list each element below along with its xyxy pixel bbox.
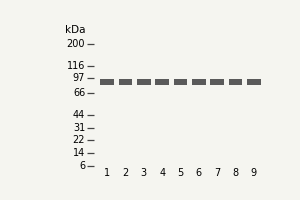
Text: 14: 14 <box>73 148 85 158</box>
Text: 97: 97 <box>73 73 85 83</box>
Text: 6: 6 <box>79 161 85 171</box>
Text: 31: 31 <box>73 123 85 133</box>
Text: 4: 4 <box>159 168 165 178</box>
Text: 3: 3 <box>141 168 147 178</box>
Bar <box>155 79 169 85</box>
Text: 1: 1 <box>104 168 110 178</box>
Text: 9: 9 <box>251 168 257 178</box>
Bar <box>100 79 114 85</box>
Text: 5: 5 <box>177 168 184 178</box>
Text: 8: 8 <box>232 168 238 178</box>
Text: 22: 22 <box>73 135 85 145</box>
Text: 66: 66 <box>73 88 85 98</box>
Bar <box>229 79 242 85</box>
Text: 6: 6 <box>196 168 202 178</box>
Text: 200: 200 <box>67 39 85 49</box>
Bar <box>247 79 261 85</box>
Text: 7: 7 <box>214 168 220 178</box>
Bar <box>118 79 132 85</box>
Bar <box>192 79 206 85</box>
Text: 44: 44 <box>73 110 85 120</box>
Text: 116: 116 <box>67 61 85 71</box>
Text: kDa: kDa <box>65 25 85 35</box>
Bar <box>210 79 224 85</box>
Bar <box>137 79 151 85</box>
Text: 2: 2 <box>122 168 129 178</box>
Bar <box>174 79 188 85</box>
